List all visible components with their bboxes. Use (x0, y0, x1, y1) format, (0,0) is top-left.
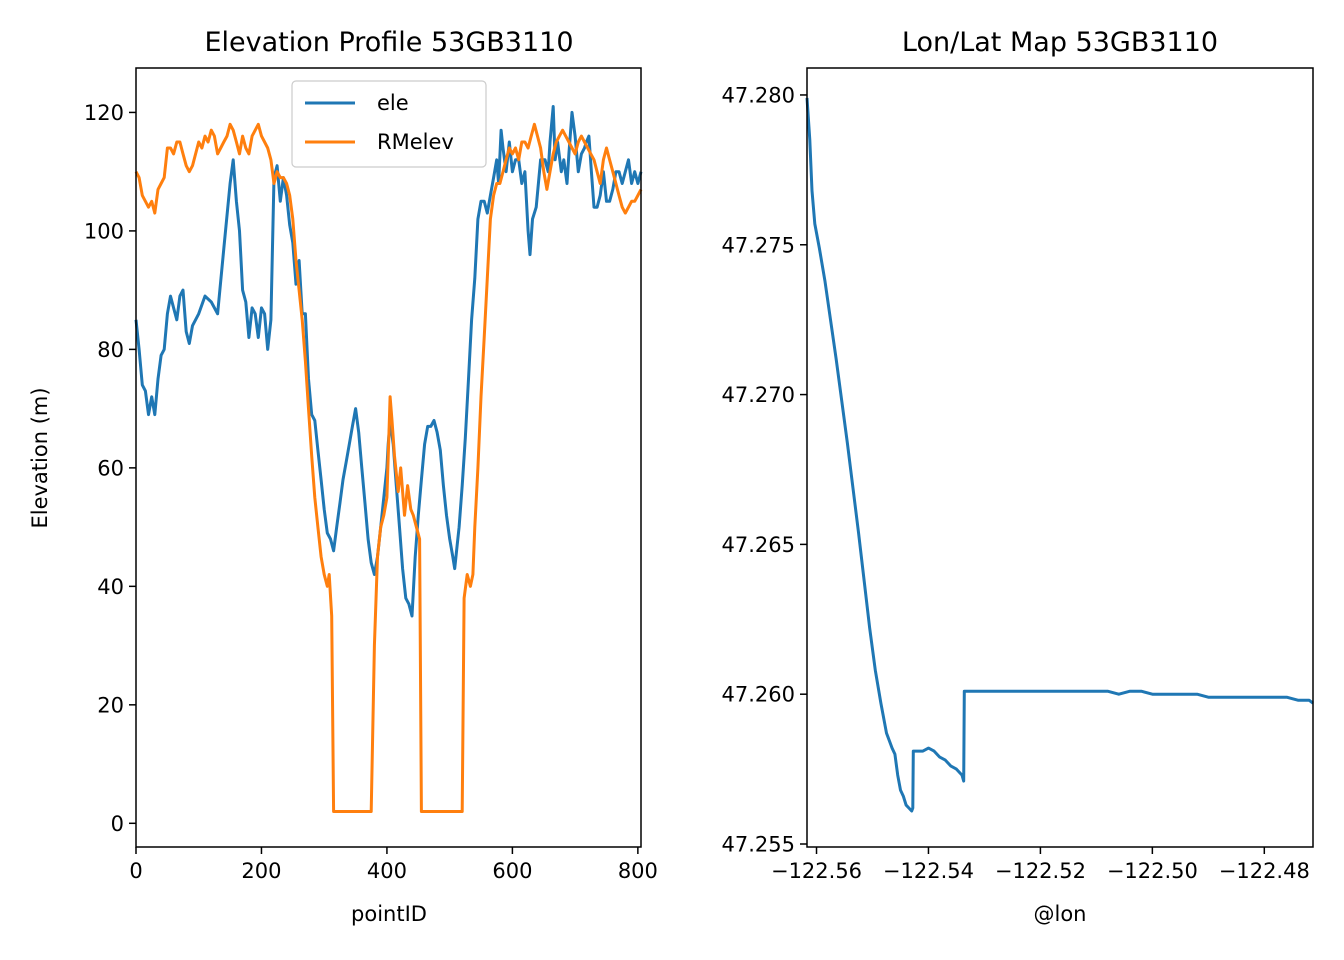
series-line-track (805, 97, 1314, 813)
y-tick-label: 20 (97, 693, 124, 717)
y-tick-label: 80 (97, 338, 124, 362)
y-tick-label: 47.255 (722, 833, 795, 857)
y-tick-label: 47.260 (722, 683, 795, 707)
x-tick-label: 0 (129, 859, 142, 883)
y-axis-ticks: 0 20 40 60 80 100 120 (84, 101, 136, 836)
plot-lines (805, 97, 1314, 813)
series-line-ele (134, 105, 643, 618)
x-axis-label: @lon (1034, 902, 1087, 926)
y-tick-label: 47.280 (722, 83, 795, 107)
y-axis-label: Elevation (m) (28, 387, 52, 528)
x-tick-label: −122.48 (1219, 859, 1310, 883)
legend: ele RMelev (291, 80, 487, 168)
series-line-rmelev (134, 122, 643, 813)
x-tick-label: −122.52 (995, 859, 1086, 883)
legend-label-ele: ele (377, 91, 409, 115)
y-tick-label: 0 (111, 812, 124, 836)
x-axis-ticks: 0 200 400 600 800 (129, 847, 658, 883)
plot-frame (806, 67, 1314, 848)
plot-lines (134, 105, 643, 813)
chart-title: Lon/Lat Map 53GB3110 (902, 27, 1218, 58)
x-tick-label: 400 (367, 859, 407, 883)
plot-frame (135, 67, 642, 848)
y-tick-label: 47.275 (722, 233, 795, 257)
x-axis-ticks: −122.56 −122.54 −122.52 −122.50 −122.48 (771, 847, 1310, 883)
x-tick-label: −122.56 (771, 859, 862, 883)
x-tick-label: 800 (618, 859, 658, 883)
y-tick-label: 47.265 (722, 533, 795, 557)
y-tick-label: 100 (84, 219, 124, 243)
legend-label-rmelev: RMelev (377, 130, 454, 154)
x-tick-label: 600 (492, 859, 532, 883)
y-tick-label: 120 (84, 101, 124, 125)
x-tick-label: −122.50 (1107, 859, 1198, 883)
x-tick-label: 200 (241, 859, 281, 883)
x-axis-label: pointID (351, 902, 427, 926)
elevation-profile-chart: Elevation Profile 53GB3110 0 20 40 60 80 100 1… (28, 27, 658, 926)
x-tick-label: −122.54 (883, 859, 974, 883)
y-tick-label: 47.270 (722, 383, 795, 407)
y-tick-label: 60 (97, 456, 124, 480)
y-axis-ticks: 47.255 47.260 47.265 47.270 47.275 47.280 (722, 83, 807, 857)
lon-lat-map-chart: Lon/Lat Map 53GB3110 47.25547.26047.2654… (722, 27, 1314, 926)
y-tick-label: 40 (97, 575, 124, 599)
chart-title: Elevation Profile 53GB3110 (204, 27, 573, 58)
